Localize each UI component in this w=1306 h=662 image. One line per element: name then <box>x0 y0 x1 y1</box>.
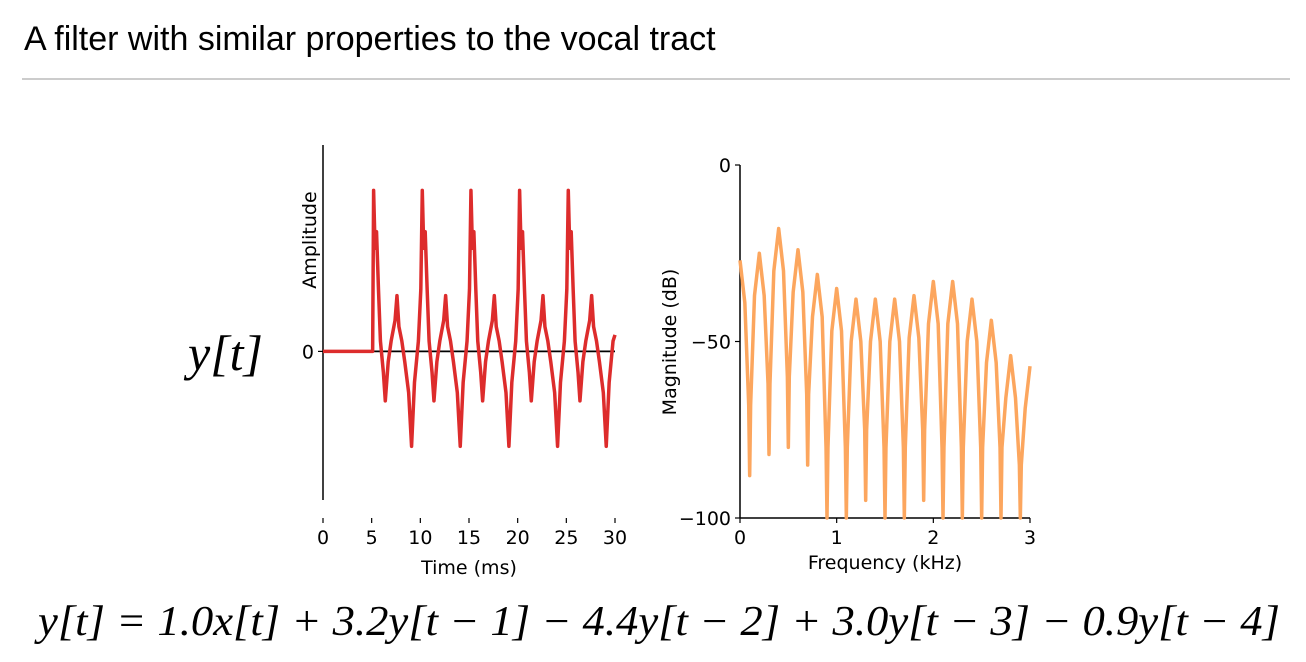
x-tick-label: 25 <box>554 527 578 549</box>
signal-label: y[t] <box>183 325 263 381</box>
x-tick-label: 3 <box>1024 527 1036 549</box>
y-axis-label: Amplitude <box>299 191 321 288</box>
x-tick-label: 1 <box>831 527 843 549</box>
equation: y[t] = 1.0x[t] + 3.2y[t − 1] − 4.4y[t − … <box>34 599 1280 645</box>
x-tick-label: 10 <box>408 527 432 549</box>
slide-title: A filter with similar properties to the … <box>24 20 716 58</box>
y-axis-label: Magnitude (dB) <box>659 269 681 416</box>
y-tick-label: 0 <box>719 155 731 177</box>
x-tick-label: 0 <box>734 527 746 549</box>
y-tick-label: 0 <box>302 341 314 363</box>
x-tick-label: 5 <box>366 527 378 549</box>
y-tick-label: −50 <box>691 332 731 354</box>
signal-line <box>738 226 1032 520</box>
y-tick-label: −100 <box>679 508 731 530</box>
signal-line <box>323 188 617 449</box>
x-tick-label: 0 <box>317 527 329 549</box>
x-axis-label: Frequency (kHz) <box>808 552 962 574</box>
x-tick-label: 20 <box>506 527 530 549</box>
x-tick-label: 2 <box>927 527 939 549</box>
x-axis-label: Time (ms) <box>420 557 517 579</box>
x-tick-label: 15 <box>457 527 481 549</box>
x-tick-label: 30 <box>603 527 627 549</box>
